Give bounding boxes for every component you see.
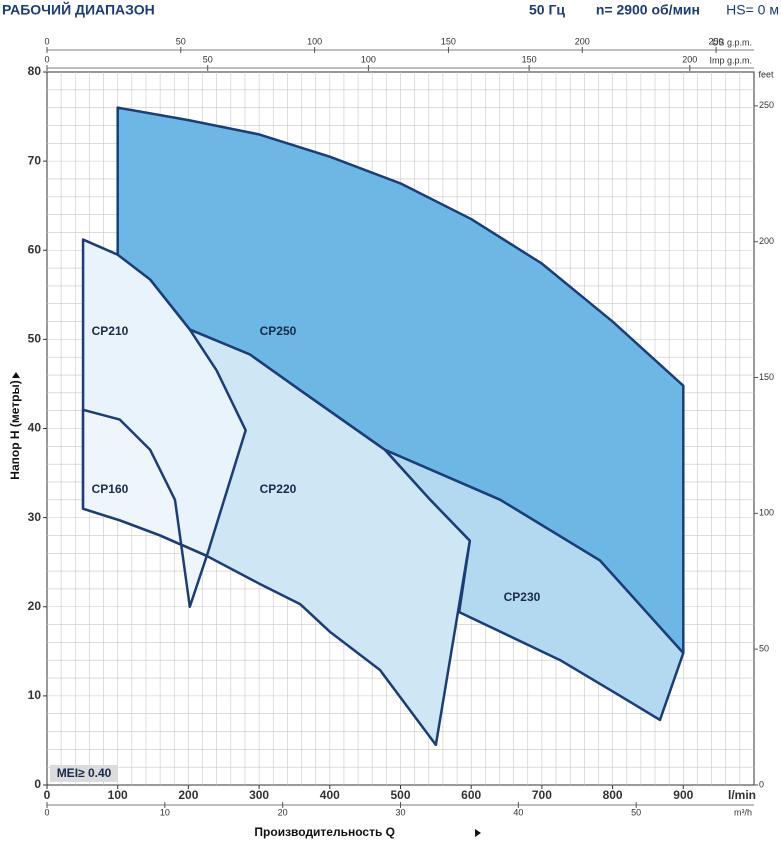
x-tick-label: 100 xyxy=(108,788,128,802)
annotation-box xyxy=(50,765,118,782)
tick-label: 30 xyxy=(395,807,405,817)
y-tick-label: 30 xyxy=(28,510,42,524)
x-axis-label: Производительность Q xyxy=(254,825,395,839)
tick-label: 50 xyxy=(203,54,213,64)
tick-label: 20 xyxy=(278,807,288,817)
tick-label: 50 xyxy=(176,36,186,46)
axis-unit: Imp g.p.m. xyxy=(709,55,752,65)
x-tick-label: 400 xyxy=(320,788,340,802)
tick-label: 250 xyxy=(709,36,724,46)
tick-label: 250 xyxy=(759,100,774,110)
tick-label: 0 xyxy=(759,779,764,789)
tick-label: 0 xyxy=(44,807,49,817)
tick-label: 150 xyxy=(759,372,774,382)
arrow xyxy=(12,372,20,378)
tick-label: 100 xyxy=(361,54,376,64)
x-tick-label: 900 xyxy=(673,788,693,802)
y-tick-label: 70 xyxy=(28,153,42,167)
arrow xyxy=(475,829,481,837)
tick-label: 200 xyxy=(575,36,590,46)
region xyxy=(188,328,472,747)
tick-label: 200 xyxy=(759,236,774,246)
tick-label: 0 xyxy=(44,54,49,64)
region-label: CP210 xyxy=(92,324,129,338)
x-tick-label: 200 xyxy=(178,788,198,802)
tick-label: 150 xyxy=(441,36,456,46)
subtitle: n= 2900 об/мин xyxy=(596,2,700,18)
annotation: MEI≥ 0.40 xyxy=(57,766,112,780)
x-tick-label: 500 xyxy=(390,788,410,802)
y-axis-label: Напор H (метры) xyxy=(8,380,22,479)
tick-label: 50 xyxy=(631,807,641,817)
x-unit: l/min xyxy=(728,788,756,802)
tick-label: 200 xyxy=(682,54,697,64)
axis-unit: US g.p.m. xyxy=(712,37,752,47)
tick-label: 50 xyxy=(759,644,769,654)
region-label: CP220 xyxy=(260,482,297,496)
x-tick-label: 800 xyxy=(603,788,623,802)
y-tick-label: 50 xyxy=(28,332,42,346)
y-tick-label: 80 xyxy=(28,64,42,78)
y-tick-label: 20 xyxy=(28,599,42,613)
subtitle: 50 Гц xyxy=(529,2,565,18)
y-tick-label: 40 xyxy=(28,421,42,435)
y-tick-label: 0 xyxy=(34,777,41,791)
region xyxy=(81,408,209,608)
tick-label: 100 xyxy=(307,36,322,46)
tick-label: 10 xyxy=(160,807,170,817)
y-tick-label: 10 xyxy=(28,688,42,702)
chart-title: РАБОЧИЙ ДИАПАЗОН xyxy=(2,1,155,18)
tick-label: 40 xyxy=(513,807,523,817)
region-label: CP160 xyxy=(92,482,129,496)
axis-unit: feet xyxy=(758,69,774,79)
tick-label: 0 xyxy=(44,36,49,46)
x-tick-label: 0 xyxy=(44,788,51,802)
subtitle: HS= 0 м xyxy=(726,2,779,18)
region-label: CP250 xyxy=(260,324,297,338)
axis-unit: m³/h xyxy=(734,807,752,817)
x-tick-label: 300 xyxy=(249,788,269,802)
x-tick-label: 600 xyxy=(461,788,481,802)
x-tick-label: 700 xyxy=(532,788,552,802)
tick-label: 150 xyxy=(522,54,537,64)
y-tick-label: 60 xyxy=(28,242,42,256)
region-label: CP230 xyxy=(504,590,541,604)
tick-label: 100 xyxy=(759,508,774,518)
